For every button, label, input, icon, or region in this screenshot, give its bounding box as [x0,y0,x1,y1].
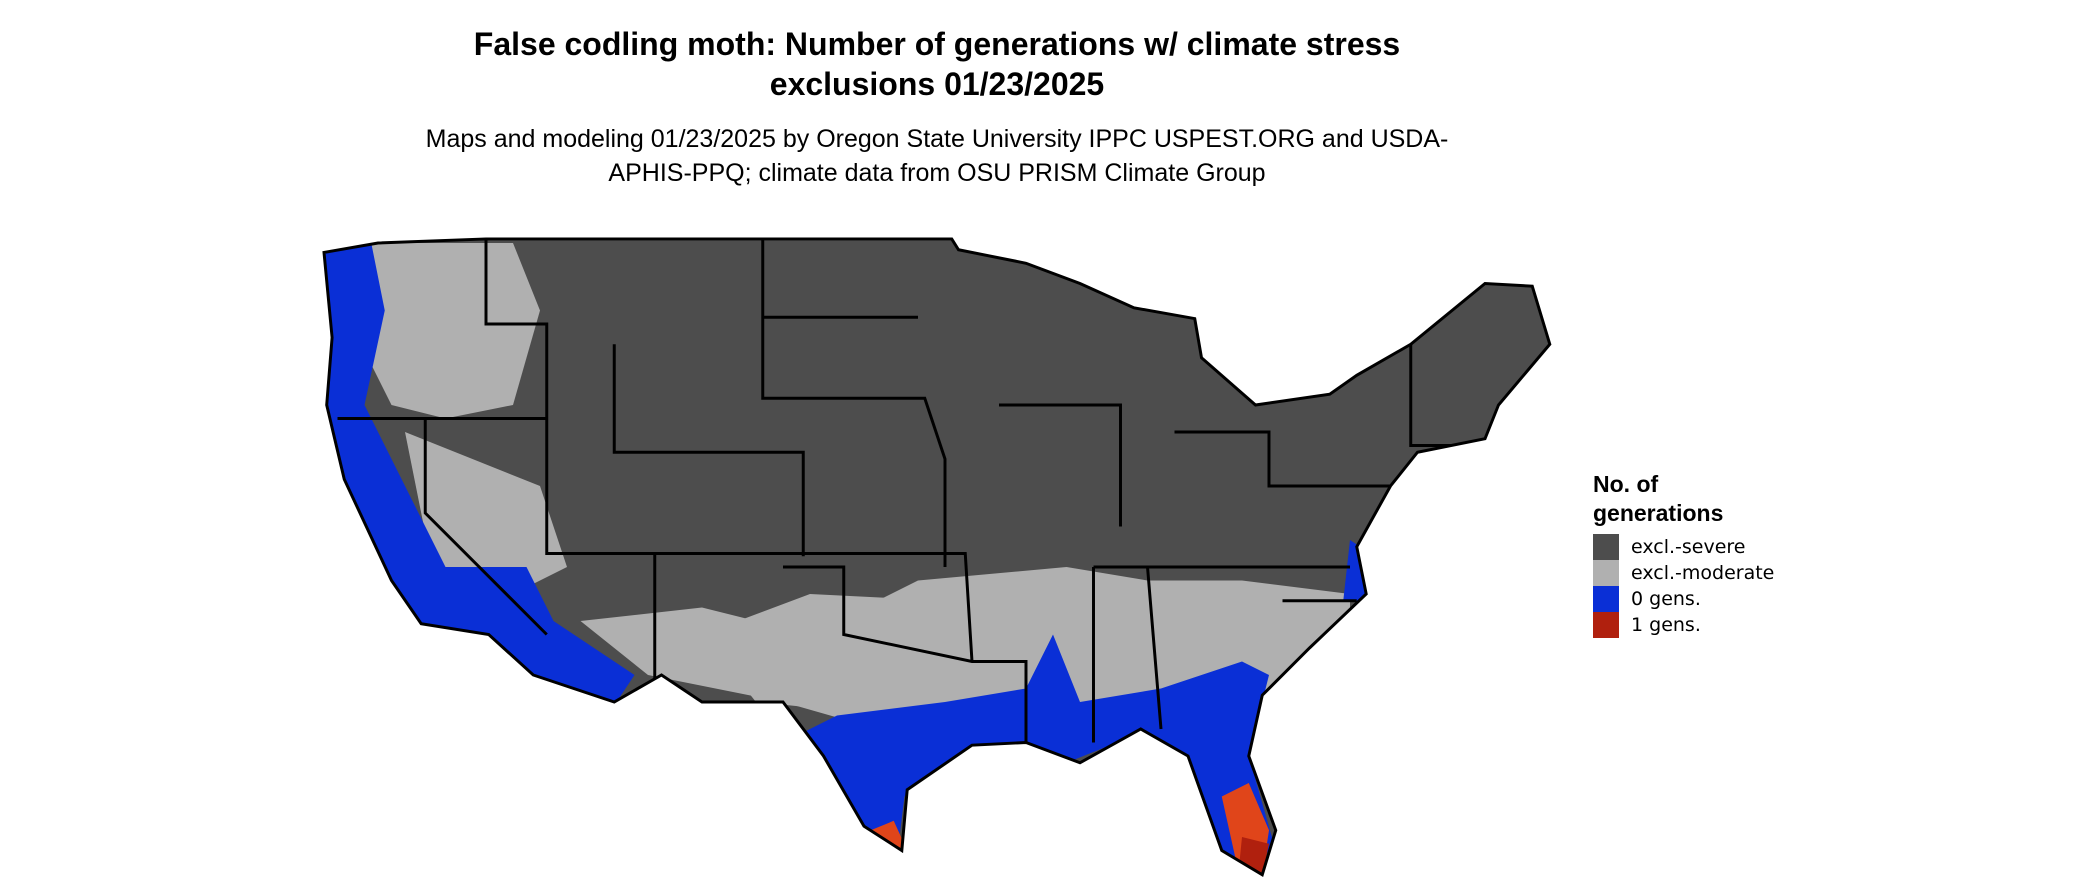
map-subtitle: Maps and modeling 01/23/2025 by Oregon S… [425,125,1449,187]
legend-label: 0 gens. [1631,588,1701,610]
map-title: False codling moth: Number of generation… [473,26,1401,102]
legend-item: excl.-severe [1593,534,1774,560]
legend-swatch [1593,560,1619,586]
map-body [322,237,1552,878]
legend: No. of generations excl.-severe excl.-mod… [1593,470,1774,638]
us-outline [322,237,1552,878]
legend-swatch [1593,586,1619,612]
legend-label: excl.-severe [1631,536,1746,558]
legend-item: excl.-moderate [1593,560,1774,586]
legend-item: 1 gens. [1593,612,1774,638]
legend-items: excl.-severe excl.-moderate 0 gens. 1 gens. [1593,534,1774,638]
legend-item: 0 gens. [1593,586,1774,612]
legend-label: excl.-moderate [1631,562,1775,584]
legend-label: 1 gens. [1631,614,1701,636]
legend-swatch [1593,534,1619,560]
legend-title: No. of generations [1593,471,1724,526]
legend-swatch [1593,612,1619,638]
